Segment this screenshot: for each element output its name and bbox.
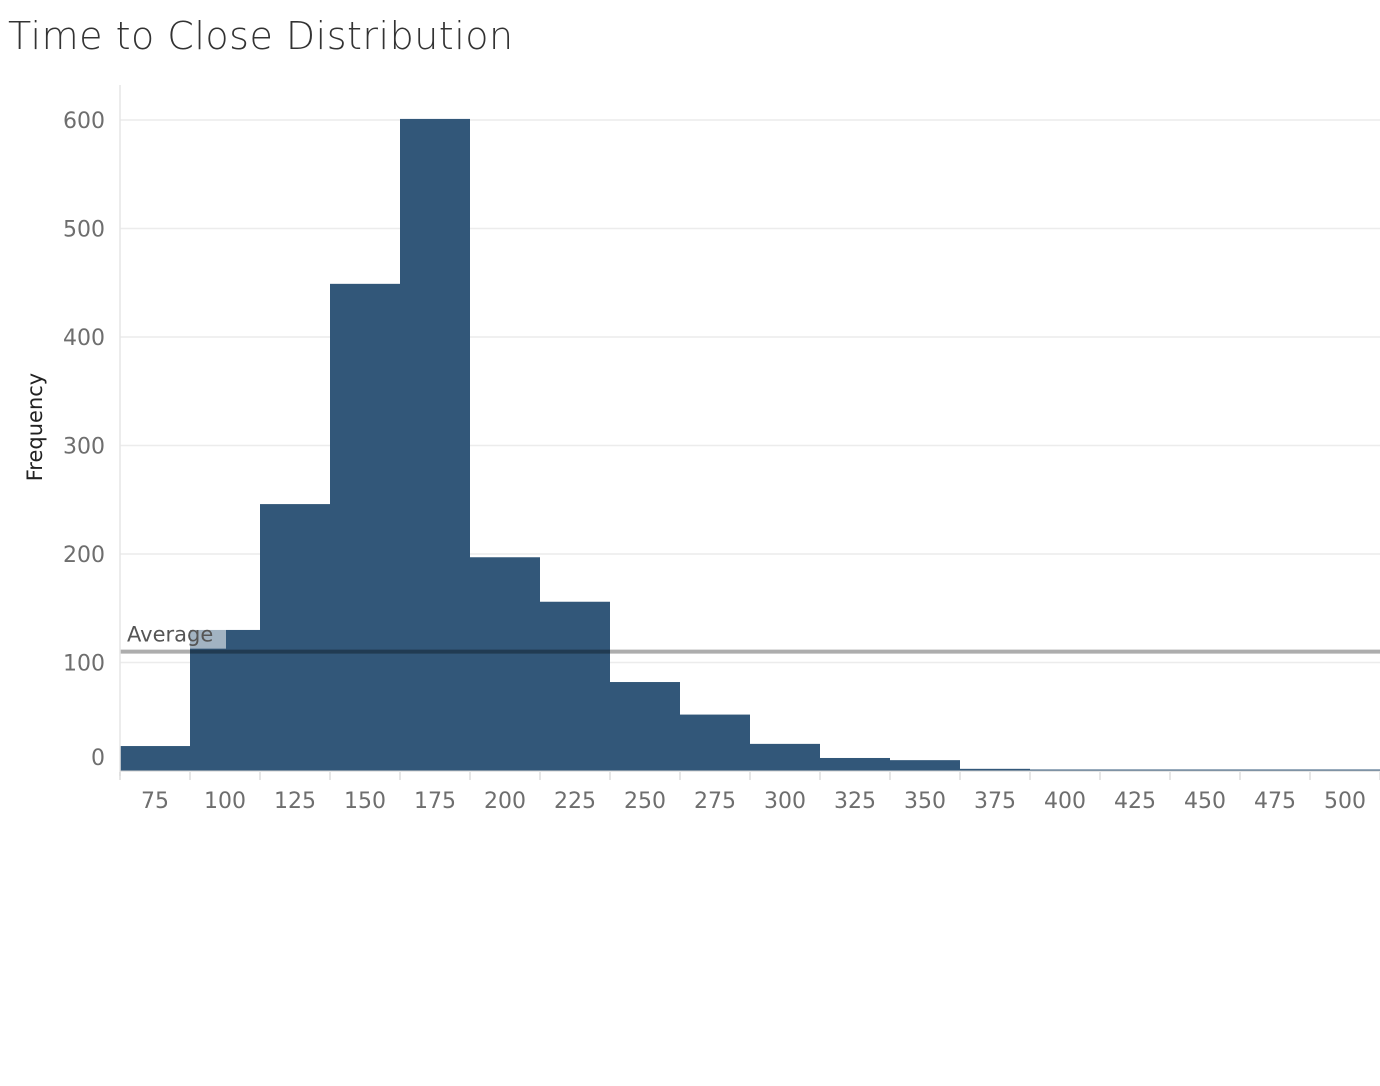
histogram-bar — [1170, 769, 1240, 771]
x-tick-label: 300 — [764, 789, 806, 814]
y-tick-label: 600 — [63, 109, 105, 134]
y-tick-label: 400 — [63, 326, 105, 351]
y-tick-label: 500 — [63, 218, 105, 243]
x-tick-label: 375 — [974, 789, 1016, 814]
histogram-bar — [400, 118, 470, 772]
y-tick-label: 100 — [63, 652, 105, 677]
histogram-bar — [960, 768, 1030, 771]
x-tick-label: 275 — [694, 789, 736, 814]
histogram-bar — [540, 601, 610, 771]
histogram-bar — [1100, 769, 1170, 771]
x-tick-label: 475 — [1254, 789, 1296, 814]
histogram-bar — [1240, 769, 1310, 771]
histogram-bar — [610, 682, 680, 771]
x-tick-label: 200 — [484, 789, 526, 814]
histogram-bar — [260, 504, 330, 771]
y-tick-label: 200 — [63, 543, 105, 568]
y-axis-title: Frequency — [23, 373, 47, 482]
histogram-bar — [680, 714, 750, 771]
x-tick-label: 425 — [1114, 789, 1156, 814]
x-tick-label: 400 — [1044, 789, 1086, 814]
x-tick-label: 175 — [414, 789, 456, 814]
average-label-background — [122, 624, 226, 649]
x-tick-label: 450 — [1184, 789, 1226, 814]
y-tick-label: 0 — [91, 746, 105, 771]
histogram-bar — [1030, 769, 1100, 771]
histogram-bar — [750, 743, 820, 771]
x-tick-label: 325 — [834, 789, 876, 814]
y-tick-label: 300 — [63, 435, 105, 460]
x-tick-label: 75 — [141, 789, 169, 814]
average-line: Average — [120, 623, 1380, 654]
histogram-bar — [330, 283, 400, 771]
average-label: Average — [127, 623, 213, 647]
chart-title: Time to Close Distribution — [8, 14, 514, 58]
histogram-bar — [190, 629, 260, 771]
x-tick-label: 125 — [274, 789, 316, 814]
histogram-bar — [890, 760, 960, 771]
bars — [120, 118, 1380, 772]
histogram-bar — [120, 746, 190, 771]
histogram-bar — [1310, 769, 1380, 771]
histogram-bar — [470, 557, 540, 771]
x-tick-label: 250 — [624, 789, 666, 814]
x-tick-label: 150 — [344, 789, 386, 814]
histogram-bar — [820, 757, 890, 771]
x-tick-label: 225 — [554, 789, 596, 814]
axes: 0 100 200 300 400 500 600 75 100 125 150 175 200 225 2… — [63, 85, 1380, 814]
x-tick-label: 350 — [904, 789, 946, 814]
x-tick-label: 500 — [1324, 789, 1366, 814]
x-tick-label: 100 — [204, 789, 246, 814]
